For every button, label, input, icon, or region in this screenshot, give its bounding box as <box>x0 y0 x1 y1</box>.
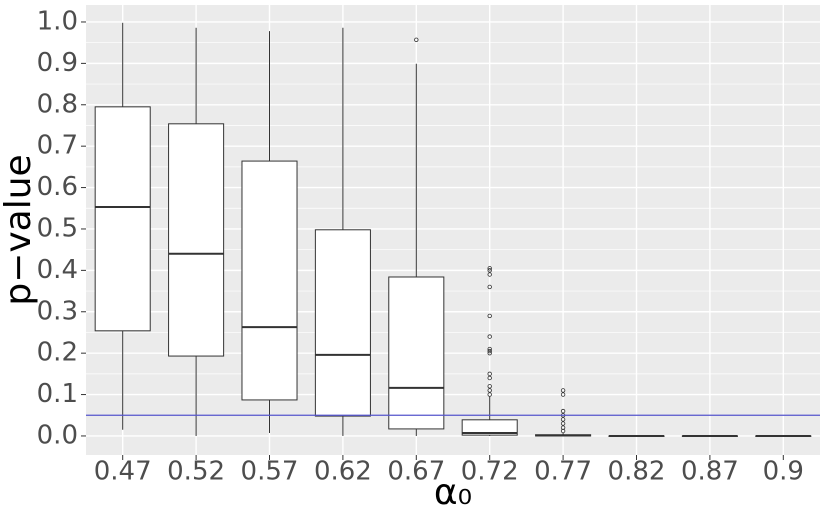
x-tick-label: 0.72 <box>461 457 519 487</box>
outlier <box>487 313 492 319</box>
x-tick-label: 0.82 <box>608 457 666 487</box>
outlier <box>560 428 566 434</box>
y-tick-label: 0.3 <box>37 296 78 326</box>
y-tick-label: 0.8 <box>37 89 78 119</box>
x-axis-title: α₀ <box>434 472 472 513</box>
box <box>94 106 151 332</box>
outlier <box>487 266 492 271</box>
x-tick-label: 0.87 <box>681 457 739 487</box>
y-tick-label: 0.5 <box>37 213 78 243</box>
x-tick-label: 0.47 <box>94 457 152 487</box>
y-tick-label: 0.7 <box>37 131 78 161</box>
outlier <box>487 334 492 339</box>
outlier <box>487 388 492 393</box>
x-tick-label: 0.77 <box>534 457 592 487</box>
outlier <box>560 421 566 426</box>
y-tick-label: 0.1 <box>37 379 78 409</box>
y-tick-label: 0.0 <box>37 420 78 450</box>
box <box>241 160 298 401</box>
x-tick-label: 0.62 <box>314 457 372 487</box>
outlier <box>487 272 492 277</box>
outlier <box>560 417 566 422</box>
y-axis-title: p−value <box>0 154 39 305</box>
outlier <box>414 37 419 42</box>
outlier <box>487 348 492 354</box>
box <box>168 123 225 357</box>
outlier <box>487 346 492 352</box>
outlier <box>560 392 566 397</box>
x-tick-label: 0.52 <box>167 457 225 487</box>
x-tick-label: 0.67 <box>387 457 445 487</box>
outlier <box>560 388 566 393</box>
x-tick-label: 0.9 <box>763 457 804 487</box>
x-tick-label: 0.57 <box>241 457 299 487</box>
outlier <box>487 384 492 389</box>
box <box>388 276 445 430</box>
outlier <box>487 284 492 290</box>
outlier <box>487 371 492 377</box>
outlier <box>487 350 492 356</box>
outlier <box>487 375 492 381</box>
y-tick-label: 0.6 <box>37 172 78 202</box>
outlier <box>487 268 492 273</box>
outlier <box>560 408 566 414</box>
y-tick-label: 1.0 <box>37 6 78 36</box>
outlier <box>487 392 492 397</box>
y-tick-label: 0.9 <box>37 48 78 78</box>
y-tick-label: 0.2 <box>37 338 78 368</box>
box <box>314 229 371 417</box>
y-tick-label: 0.4 <box>37 255 78 285</box>
box <box>461 419 518 436</box>
